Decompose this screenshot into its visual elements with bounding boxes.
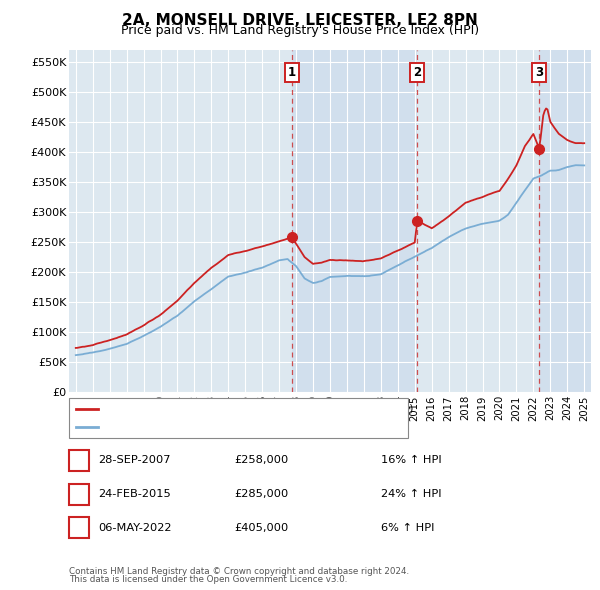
Text: 28-SEP-2007: 28-SEP-2007 [98,455,170,466]
Text: 6% ↑ HPI: 6% ↑ HPI [381,523,434,533]
Text: £258,000: £258,000 [234,455,288,466]
Text: 2A, MONSELL DRIVE, LEICESTER, LE2 8PN: 2A, MONSELL DRIVE, LEICESTER, LE2 8PN [122,13,478,28]
Text: 2A, MONSELL DRIVE, LEICESTER, LE2 8PN (detached house): 2A, MONSELL DRIVE, LEICESTER, LE2 8PN (d… [102,404,413,414]
Text: HPI: Average price, detached house, Leicester: HPI: Average price, detached house, Leic… [102,421,343,431]
Text: 06-MAY-2022: 06-MAY-2022 [98,523,172,533]
Text: 2: 2 [75,487,83,501]
Text: This data is licensed under the Open Government Licence v3.0.: This data is licensed under the Open Gov… [69,575,347,584]
Text: Contains HM Land Registry data © Crown copyright and database right 2024.: Contains HM Land Registry data © Crown c… [69,567,409,576]
Text: 2: 2 [413,66,421,79]
Bar [539,50,591,392]
Bar [292,50,417,392]
Text: 3: 3 [535,66,544,79]
Text: 1: 1 [288,66,296,79]
Text: 3: 3 [75,521,83,535]
Text: 16% ↑ HPI: 16% ↑ HPI [381,455,442,466]
Text: Price paid vs. HM Land Registry's House Price Index (HPI): Price paid vs. HM Land Registry's House … [121,24,479,37]
Text: 24% ↑ HPI: 24% ↑ HPI [381,489,442,499]
Text: £285,000: £285,000 [234,489,288,499]
Text: 1: 1 [75,454,83,467]
Text: 24-FEB-2015: 24-FEB-2015 [98,489,170,499]
Text: £405,000: £405,000 [234,523,288,533]
